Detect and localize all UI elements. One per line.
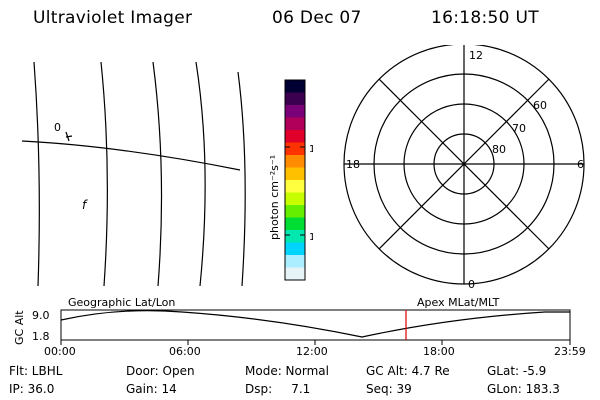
timeline-frame: [60, 309, 571, 341]
longitude-line: [100, 61, 108, 287]
x-tick-label: 00:00: [44, 345, 76, 358]
x-tick-label: 12:00: [296, 345, 328, 358]
mlt-label-18: 18: [346, 158, 360, 171]
x-tick-label: 23:59: [554, 345, 586, 358]
diagonal-line: [378, 78, 550, 250]
timeline-left-label: Geographic Lat/Lon: [68, 296, 176, 309]
seq-info: Seq: 39: [366, 382, 412, 396]
time-label: 16:18:50 UT: [431, 8, 539, 28]
mode-info: Mode: Normal: [245, 364, 329, 378]
latitude-line: [21, 140, 241, 171]
colorbar-cell: [285, 230, 305, 243]
polar-mlt-plot: 12 18 6 0 60 70 80: [343, 45, 585, 291]
geo-mark: f: [82, 198, 88, 212]
lat-label-70: 70: [512, 122, 526, 135]
y-tick-top: 9.0: [32, 309, 50, 322]
timeline-y-label: GC Alt: [13, 310, 26, 345]
mlt-label-0: 0: [468, 278, 475, 291]
longitude-line: [152, 61, 163, 287]
colorbar-cell: [285, 130, 305, 143]
mlt-label-12: 12: [469, 49, 483, 62]
colorbar-cell: [285, 255, 305, 268]
colorbar-cell: [285, 80, 305, 93]
x-tick-label: 18:00: [423, 345, 455, 358]
instrument-title: Ultraviolet Imager: [33, 8, 193, 28]
colorbar-cell: [285, 155, 305, 168]
longitude-line: [33, 61, 40, 287]
colorbar: 100 10 photon cm⁻²s⁻¹: [268, 79, 313, 281]
colorbar-cell: [285, 205, 305, 218]
filter-info: Flt: LBHL: [9, 364, 63, 378]
lat-zero-label: 0: [54, 121, 61, 134]
ip-info: IP: 36.0: [9, 382, 55, 396]
gc-alt-info: GC Alt: 4.7 Re: [366, 364, 450, 378]
colorbar-cell: [285, 117, 305, 131]
colorbar-cell: [285, 105, 305, 118]
lat-label-80: 80: [492, 143, 506, 156]
glat-info: GLat: -5.9: [487, 364, 547, 378]
colorbar-cell: [285, 167, 305, 181]
longitude-line: [237, 71, 246, 287]
colorbar-tick-label: 100: [309, 144, 313, 155]
date-label: 06 Dec 07: [272, 8, 362, 28]
glon-info: GLon: 183.3: [487, 382, 560, 396]
timeline-right-label: Apex MLat/MLT: [417, 296, 500, 309]
colorbar-tick-label: 10: [309, 232, 313, 243]
altitude-curve: [60, 310, 570, 338]
door-info: Door: Open: [126, 364, 195, 378]
colorbar-cell: [285, 180, 305, 193]
colorbar-cell: [285, 92, 305, 106]
dsp-info: Dsp: 7.1: [245, 382, 311, 396]
colorbar-unit-label: photon cm⁻²s⁻¹: [268, 155, 281, 240]
colorbar-cell: [285, 217, 305, 231]
colorbar-cell: [285, 242, 305, 256]
colorbar-cell: [285, 142, 305, 156]
colorbar-cell: [285, 192, 305, 206]
x-tick-label: 06:00: [169, 345, 201, 358]
colorbar-cell: [285, 267, 305, 281]
longitude-line: [195, 61, 206, 287]
geo-grid-panel: 0 f: [21, 61, 246, 287]
mlt-label-6: 6: [577, 158, 584, 171]
y-tick-bottom: 1.8: [32, 330, 50, 343]
gain-info: Gain: 14: [126, 382, 177, 396]
orbit-timeline: GC Alt 9.0 1.8: [13, 309, 571, 345]
latitude-tick: [65, 135, 73, 138]
lat-label-60: 60: [533, 99, 547, 112]
